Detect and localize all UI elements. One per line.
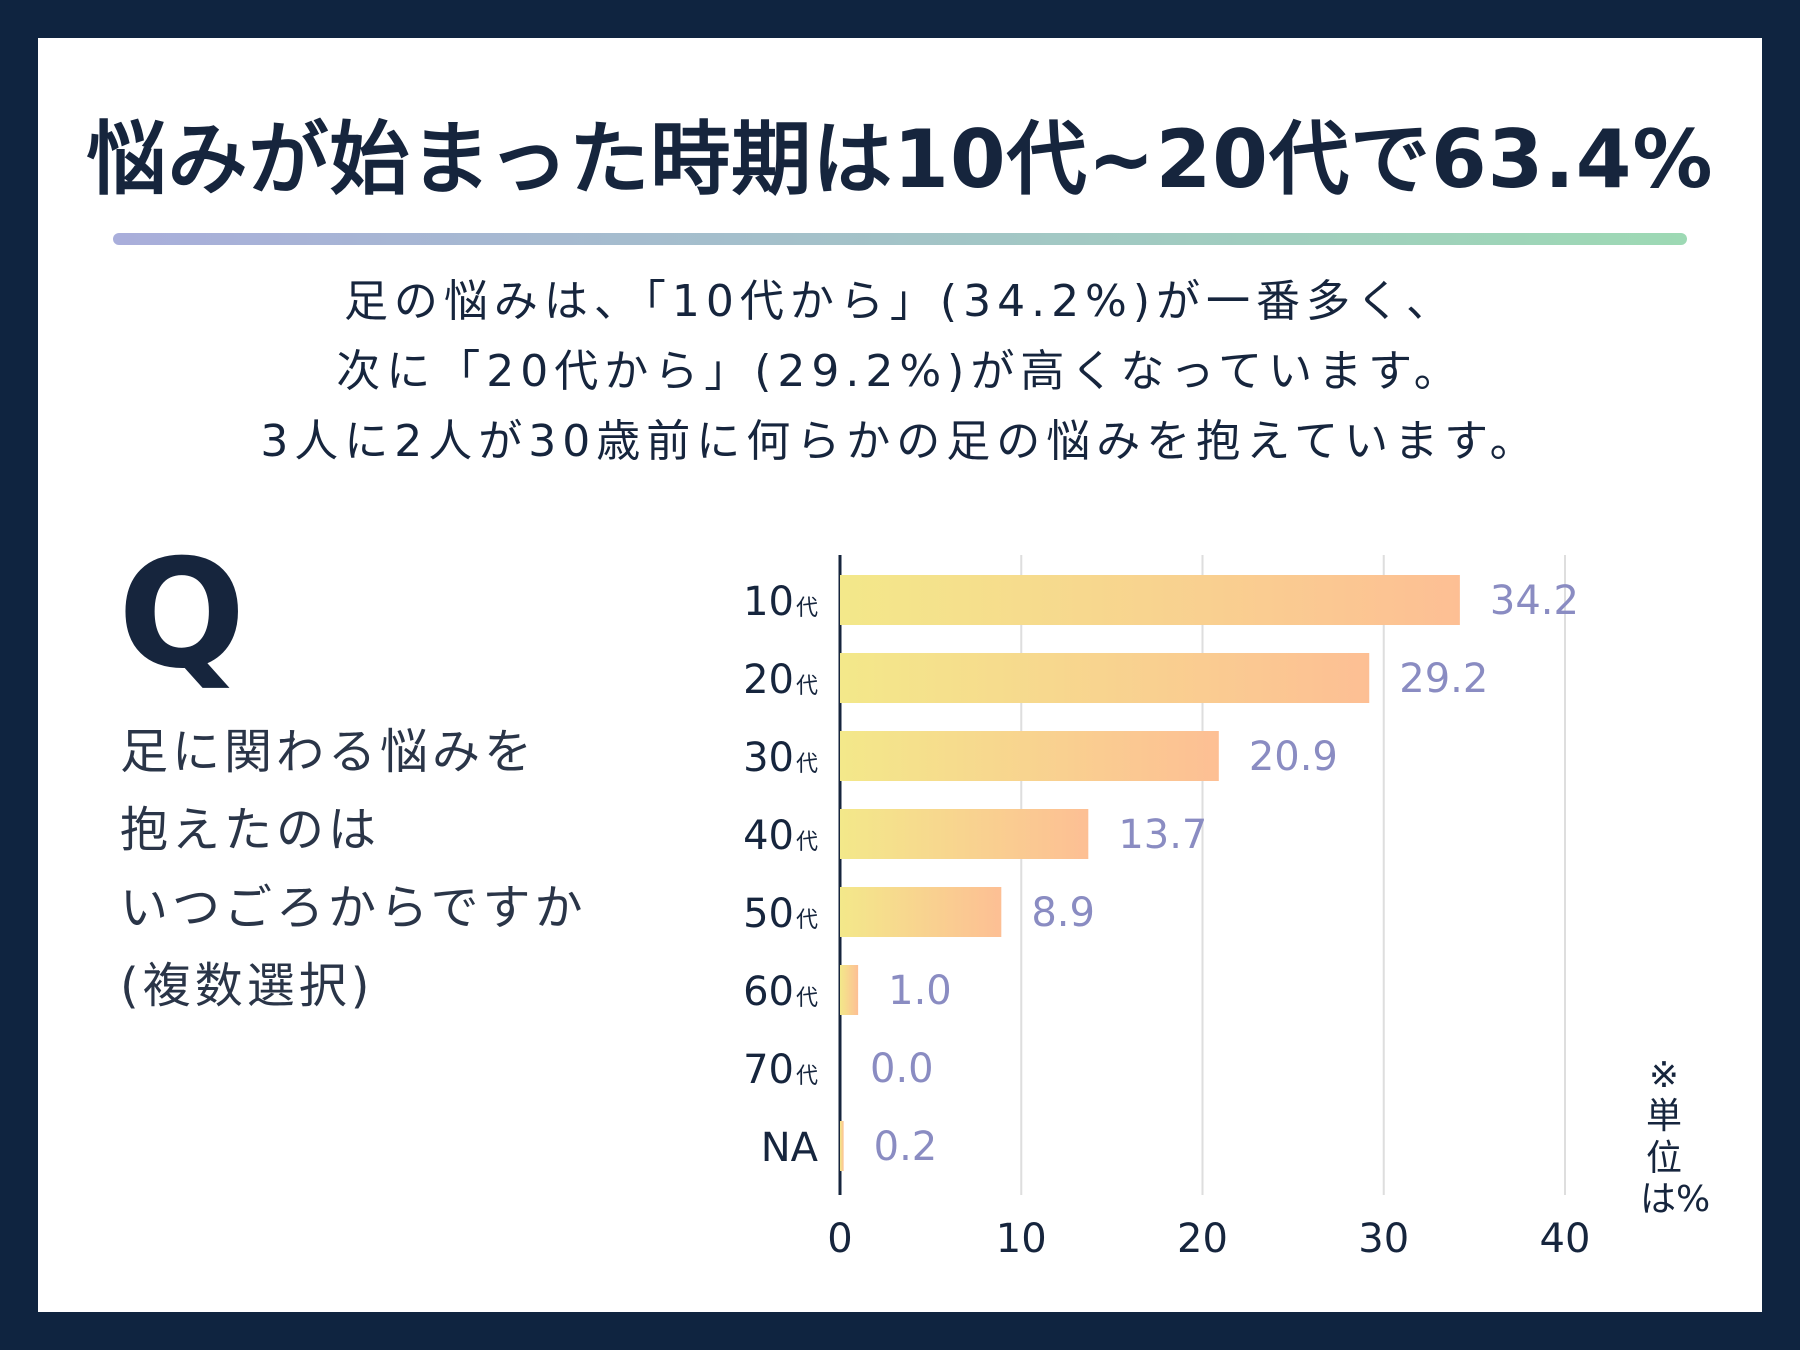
value-label-0: 34.2 — [1490, 578, 1579, 624]
x-tick-label-40: 40 — [1540, 1216, 1591, 1262]
bar-2 — [840, 731, 1219, 781]
page-title: 悩みが始まった時期は10代~20代で63.4% — [86, 113, 1714, 206]
x-tick-label-10: 10 — [996, 1216, 1047, 1262]
bar-1 — [840, 653, 1370, 703]
question-line-1: 足に関わる悩みを — [120, 724, 537, 780]
value-label-3: 13.7 — [1118, 812, 1207, 858]
title-divider — [113, 233, 1687, 245]
x-tick-label-30: 30 — [1358, 1216, 1409, 1262]
bar-3 — [840, 809, 1089, 859]
category-label-6: 70代 — [743, 1047, 818, 1093]
description-line-3: 3人に2人が30歳前に何らかの足の悩みを抱えています。 — [260, 416, 1540, 467]
bar-0 — [840, 575, 1460, 625]
description-line-1: 足の悩みは、「10代から」(34.2%)が一番多く、 — [343, 276, 1457, 327]
value-label-4: 8.9 — [1031, 890, 1095, 936]
category-label-0: 10代 — [743, 579, 818, 625]
category-label-3: 40代 — [743, 813, 818, 859]
value-label-1: 29.2 — [1399, 656, 1488, 702]
question-line-3: いつごろからですか — [120, 880, 587, 936]
x-tick-label-0: 0 — [827, 1216, 852, 1262]
question-mark: Q — [118, 528, 246, 702]
question-line-4: (複数選択) — [120, 958, 374, 1014]
value-label-7: 0.2 — [874, 1124, 938, 1170]
category-label-2: 30代 — [743, 735, 818, 781]
x-tick-label-20: 20 — [1177, 1216, 1228, 1262]
value-label-2: 20.9 — [1249, 734, 1338, 780]
bar-4 — [840, 887, 1002, 937]
value-label-5: 1.0 — [888, 968, 952, 1014]
category-label-4: 50代 — [743, 891, 818, 937]
value-label-6: 0.0 — [870, 1046, 934, 1092]
unit-note: ※単位は% — [1640, 1055, 1711, 1221]
bar-5 — [840, 965, 859, 1015]
question-line-2: 抱えたのは — [120, 802, 381, 858]
category-label-1: 20代 — [743, 657, 818, 703]
bar-7 — [840, 1121, 844, 1171]
description-line-2: 次に「20代から」(29.2%)が高くなっています。 — [336, 346, 1464, 397]
category-label-5: 60代 — [743, 969, 818, 1015]
category-label-7: NA — [761, 1125, 819, 1171]
